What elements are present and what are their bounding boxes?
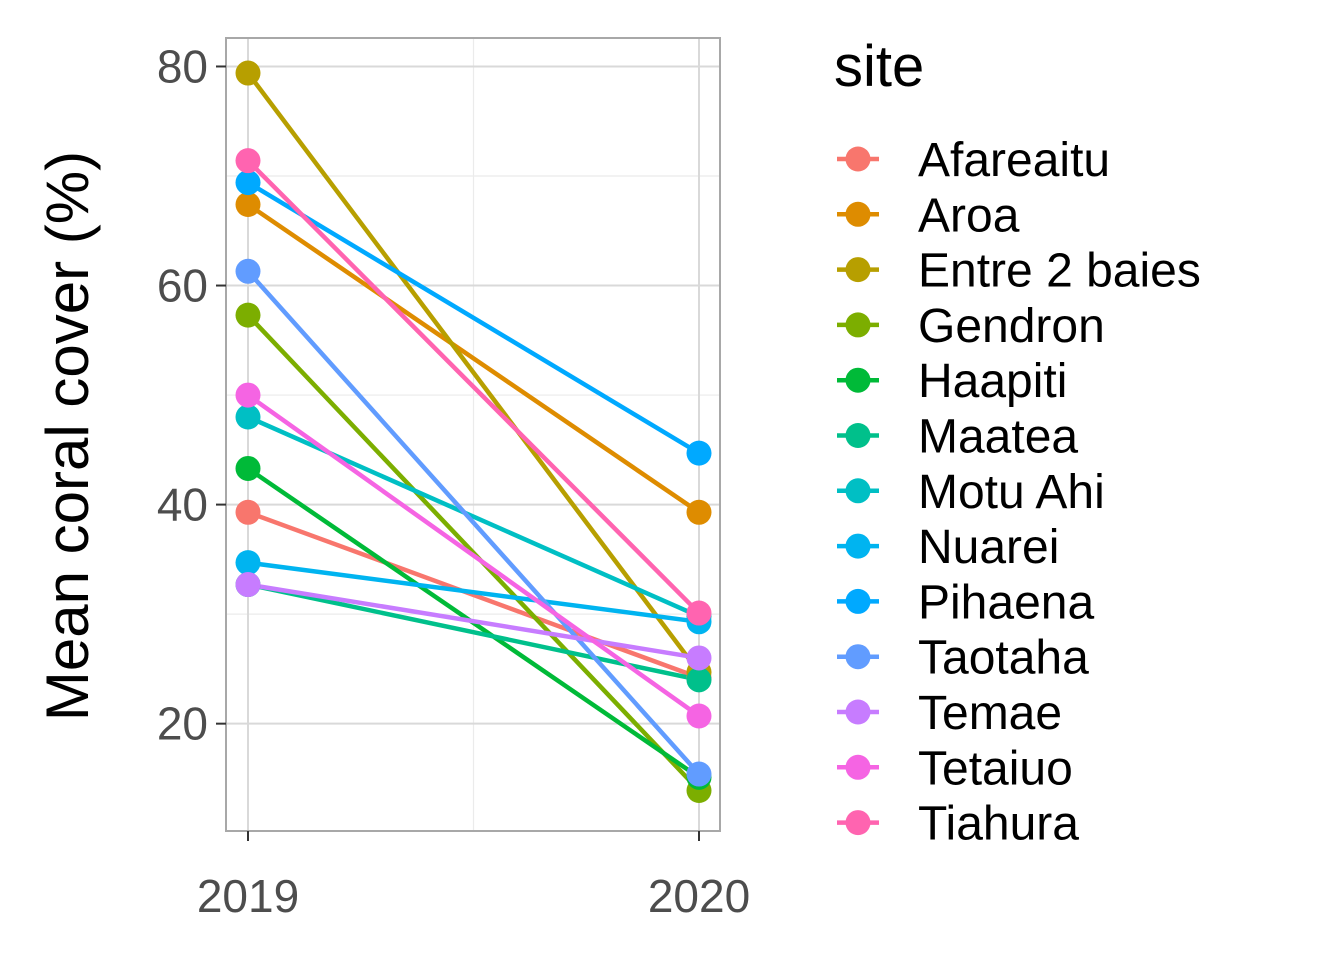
data-point-motu-ahi	[235, 404, 261, 430]
y-tick-label: 20	[157, 698, 208, 750]
legend-key-point	[845, 423, 871, 448]
legend-label: Maatea	[918, 411, 1078, 464]
data-point-taotaha	[235, 258, 261, 284]
y-tick-label: 60	[157, 260, 208, 312]
series-line-afareaitu	[247, 510, 700, 680]
legend-key-point	[845, 588, 871, 614]
x-tick-label: 2020	[648, 870, 750, 922]
legend-item-motu-ahi: Motu Ahi	[837, 466, 1105, 519]
legend-item-nuarei: Nuarei	[837, 521, 1059, 574]
data-point-maatea	[686, 667, 712, 693]
series-line-tetaiuo	[246, 393, 701, 718]
data-point-temae	[686, 645, 712, 671]
data-point-tiahura	[235, 148, 261, 174]
data-point-afareaitu	[235, 499, 261, 525]
legend-key-point	[845, 810, 871, 836]
legend-label: Nuarei	[918, 521, 1059, 574]
legend-key-point	[845, 754, 871, 780]
legend-key-point	[845, 644, 871, 670]
legend-label: Taotaha	[918, 632, 1089, 685]
legend-item-aroa: Aroa	[837, 189, 1020, 242]
legend-label: Aroa	[918, 189, 1020, 242]
data-point-aroa	[686, 499, 712, 525]
data-point-haapiti	[235, 455, 261, 481]
data-point-gendron	[235, 302, 261, 328]
series-points	[235, 60, 712, 803]
data-point-pihaena	[235, 170, 261, 196]
legend-key-point	[845, 201, 871, 227]
y-tick-label: 40	[157, 479, 208, 531]
legend-label: Tiahura	[918, 798, 1079, 851]
legend-label: Afareaitu	[918, 134, 1110, 187]
data-point-temae	[235, 572, 261, 598]
series-line-tiahura	[246, 159, 701, 615]
legend-key-point	[845, 257, 871, 283]
legend-label: Motu Ahi	[918, 466, 1105, 519]
legend-key-point	[845, 146, 871, 172]
data-point-entre-2-baies	[235, 60, 261, 86]
data-point-taotaha	[686, 761, 712, 787]
data-point-tiahura	[686, 600, 712, 626]
legend-key-point	[845, 478, 871, 504]
plot-panel-border	[225, 37, 721, 832]
legend-label: Gendron	[918, 300, 1105, 353]
series-line-nuarei	[247, 560, 700, 625]
legend-key-point	[845, 699, 871, 725]
data-point-nuarei	[235, 550, 261, 576]
legend-item-afareaitu: Afareaitu	[837, 134, 1110, 187]
legend-label: Entre 2 baies	[918, 245, 1201, 298]
data-point-tetaiuo	[686, 703, 712, 729]
legend-label: Temae	[918, 687, 1062, 740]
axes: 20 40 60 80 2019 2020	[157, 40, 750, 922]
legend-item-gendron: Gendron	[837, 300, 1105, 353]
legend-item-temae: Temae	[837, 687, 1062, 740]
legend-title: site	[834, 34, 924, 99]
data-point-pihaena	[686, 440, 712, 466]
legend-item-entre-2-baies: Entre 2 baies	[837, 245, 1201, 298]
x-tick-label: 2019	[197, 870, 299, 922]
legend-item-haapiti: Haapiti	[837, 355, 1067, 408]
y-axis-label: Mean coral cover (%)	[34, 151, 101, 721]
legend-label: Pihaena	[918, 576, 1094, 629]
series-line-entre-2-baies	[246, 71, 701, 674]
legend-key-point	[845, 533, 871, 559]
legend-label: Tetaiuo	[918, 742, 1073, 795]
legend-key-point	[845, 312, 871, 338]
legend-item-taotaha: Taotaha	[837, 632, 1089, 685]
data-point-aroa	[235, 191, 261, 217]
legend-item-pihaena: Pihaena	[837, 576, 1094, 629]
y-tick-label: 80	[157, 40, 208, 92]
legend-key-point	[845, 367, 871, 393]
legend-label: Haapiti	[918, 355, 1067, 408]
legend-item-tiahura: Tiahura	[837, 798, 1079, 851]
grid	[226, 38, 720, 831]
series-lines	[246, 71, 701, 793]
legend-item-tetaiuo: Tetaiuo	[837, 742, 1073, 795]
series-line-taotaha	[246, 269, 701, 776]
series-line-temae	[247, 582, 700, 661]
series-line-aroa	[246, 202, 701, 515]
data-point-tetaiuo	[235, 382, 261, 408]
series-line-pihaena	[246, 180, 701, 456]
legend-item-maatea: Maatea	[837, 411, 1078, 464]
